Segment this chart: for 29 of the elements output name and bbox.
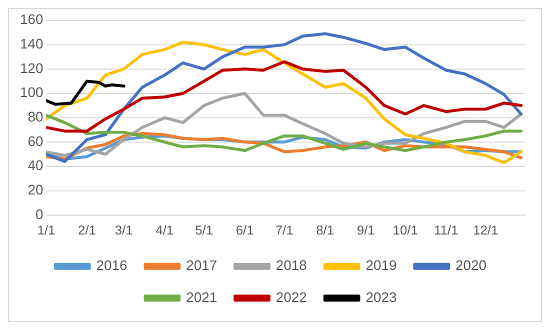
y-tick-label: 60 (28, 132, 44, 149)
x-tick-label: 12/1 (473, 222, 498, 238)
legend-label: 2020 (456, 257, 487, 274)
x-tick-label: 1/1 (37, 222, 56, 238)
legend-label: 2021 (186, 289, 218, 305)
legend-label: 2023 (366, 289, 397, 305)
legend-label: 2018 (276, 257, 308, 274)
x-tick-label: 2/1 (78, 222, 96, 238)
x-tick-label: 3/1 (114, 222, 133, 238)
legend-label: 2022 (276, 289, 308, 305)
x-tick-label: 6/1 (236, 222, 254, 238)
y-tick-label: 20 (28, 182, 44, 198)
x-tick-label: 5/1 (195, 222, 214, 238)
x-tick-label: 9/1 (356, 222, 375, 238)
y-tick-label: 0 (35, 206, 44, 222)
x-tick-label: 10/1 (392, 222, 418, 238)
x-tick-label: 8/1 (316, 222, 334, 238)
legend-label: 2017 (186, 257, 218, 274)
legend-label: 2019 (366, 257, 397, 274)
y-tick-label: 160 (20, 11, 44, 28)
legend-label: 2016 (96, 257, 128, 274)
y-tick-label: 120 (20, 60, 44, 76)
x-tick-label: 7/1 (275, 222, 294, 238)
y-tick-label: 80 (28, 108, 44, 125)
x-tick-label: 4/1 (156, 222, 174, 238)
y-tick-label: 40 (28, 157, 44, 174)
y-tick-label: 100 (20, 84, 44, 100)
y-tick-label: 140 (20, 36, 44, 52)
x-tick-label: 11/1 (434, 222, 458, 238)
